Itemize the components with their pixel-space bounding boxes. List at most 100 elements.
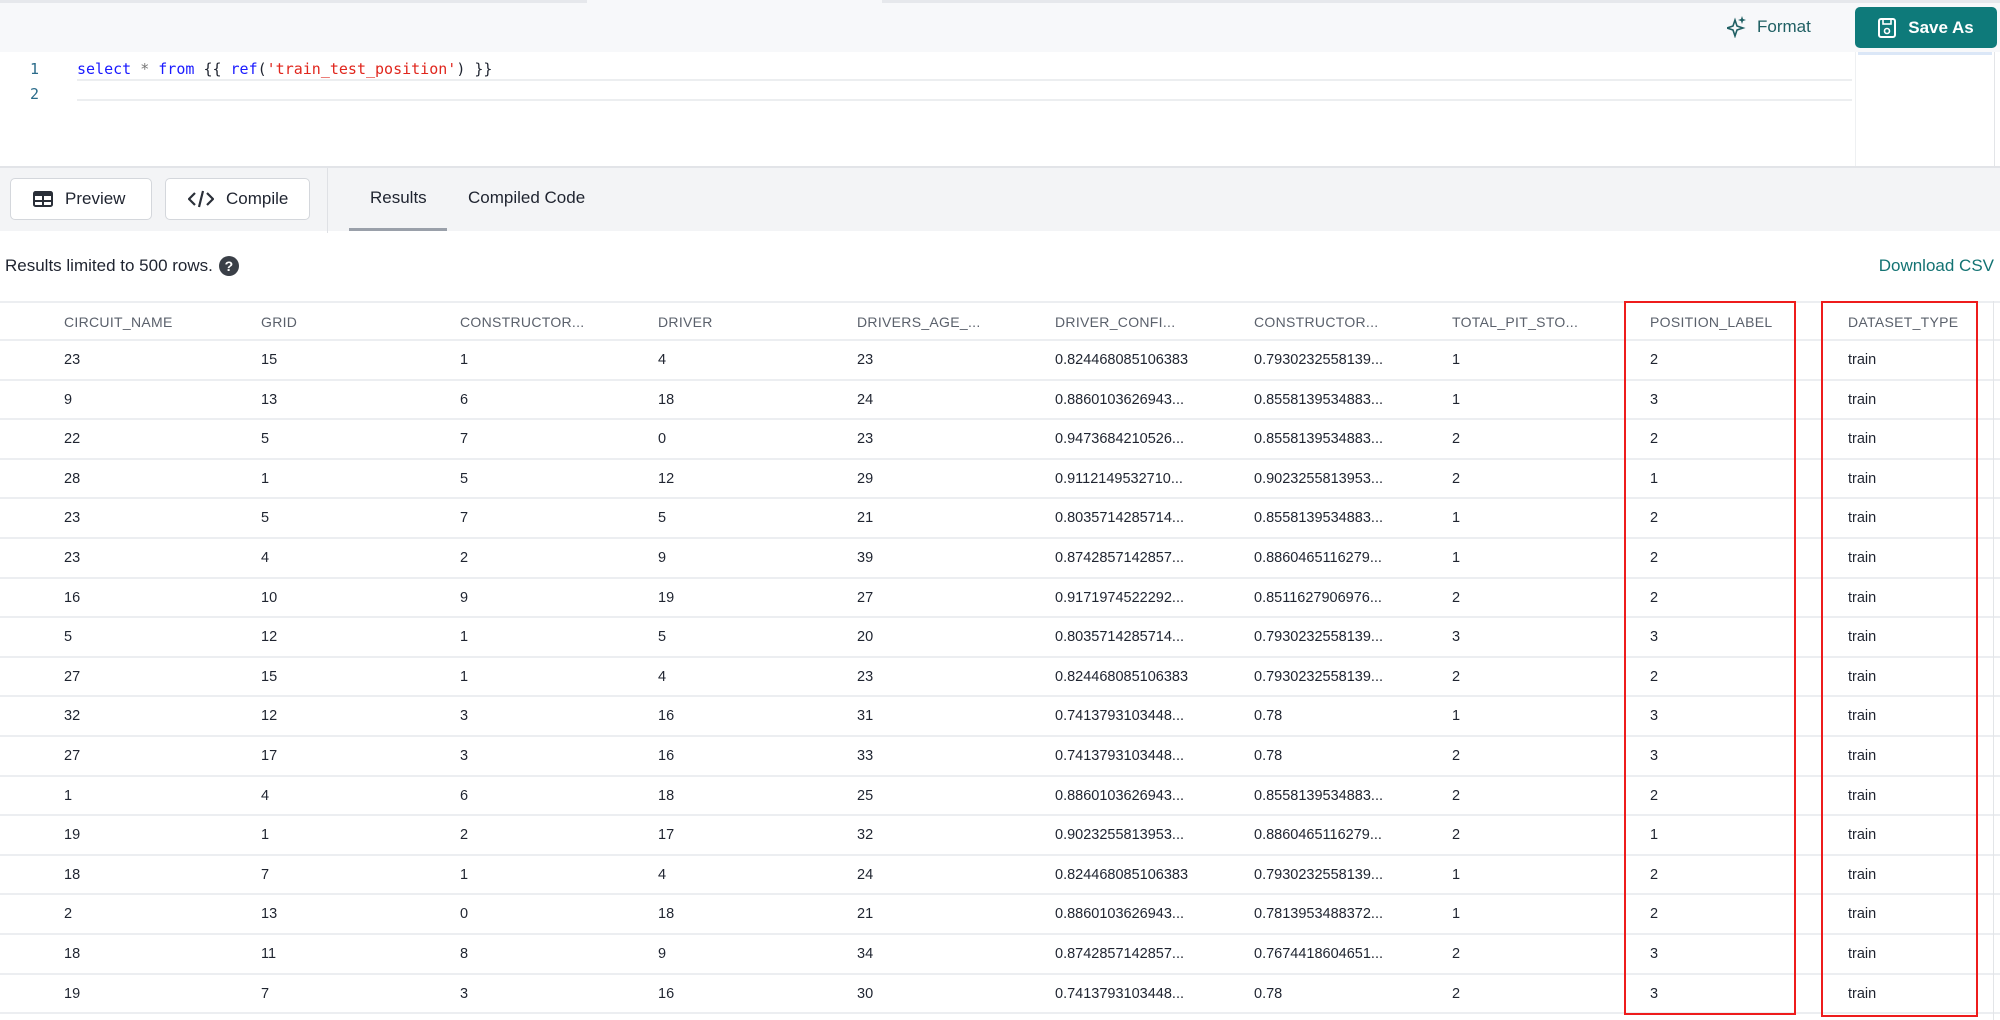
tab-results[interactable]: Results <box>370 188 427 207</box>
format-button[interactable]: Format <box>1727 12 1811 42</box>
table-cell: 7 <box>261 985 270 1002</box>
column-header[interactable]: DRIVER <box>658 314 713 330</box>
model-name-string: 'train_test_position' <box>266 60 457 78</box>
column-header[interactable]: POSITION_LABEL <box>1650 314 1773 330</box>
table-cell: 0.78 <box>1254 985 1283 1002</box>
table-cell: 4 <box>658 866 667 883</box>
code-line-1[interactable]: select * from {{ ref('train_test_positio… <box>77 60 492 78</box>
compile-button[interactable]: Compile <box>165 178 310 220</box>
table-row[interactable]: 23 4 2 9 39 0.8742857142857... 0.8860465116279… <box>0 539 2000 579</box>
table-cell: 18 <box>658 391 675 408</box>
table-cell: 4 <box>261 549 270 566</box>
table-cell: 5 <box>64 629 73 646</box>
table-cell: 15 <box>261 668 278 685</box>
column-header[interactable]: DRIVERS_AGE_... <box>857 314 981 330</box>
table-cell: 0.8511627906976... <box>1254 589 1382 606</box>
table-cell: 25 <box>857 787 874 804</box>
table-row[interactable]: 27 15 1 4 23 0.824468085106383 0.7930232558139… <box>0 658 2000 698</box>
column-header[interactable]: DATASET_TYPE <box>1848 314 1959 330</box>
editor-minimap[interactable] <box>1855 52 1995 166</box>
column-header[interactable]: GRID <box>261 314 298 330</box>
table-row[interactable]: 19 1 2 17 32 0.9023255813953... 0.886046511627… <box>0 816 2000 856</box>
table-cell: 2 <box>1452 668 1461 685</box>
table-cell: 9 <box>658 549 667 566</box>
code-line-2-current[interactable] <box>77 79 1852 101</box>
table-cell: 0.9473684210526... <box>1055 431 1185 448</box>
table-cell: 0.78 <box>1254 747 1283 764</box>
table-cell: 24 <box>857 866 874 883</box>
table-row[interactable]: 18 11 8 9 34 0.8742857142857... 0.767441860465… <box>0 935 2000 975</box>
keyword-from: from <box>158 60 195 78</box>
table-cell: train <box>1848 787 1877 804</box>
table-row[interactable]: 28 1 5 12 29 0.9112149532710... 0.902325581395… <box>0 460 2000 500</box>
active-file-tab[interactable] <box>587 0 882 3</box>
table-row[interactable]: 23 15 1 4 23 0.824468085106383 0.7930232558139… <box>0 341 2000 381</box>
table-row[interactable]: 32 12 3 16 31 0.7413793103448... 0.78 1 3 train <box>0 697 2000 737</box>
table-cell: train <box>1848 549 1877 566</box>
table-cell: 15 <box>261 352 278 368</box>
table-row[interactable]: 18 7 1 4 24 0.824468085106383 0.7930232558139.… <box>0 856 2000 896</box>
table-row[interactable]: 19 7 3 16 30 0.7413793103448... 0.78 2 3 train <box>0 975 2000 1015</box>
table-row[interactable]: 22 5 7 0 23 0.9473684210526... 0.8558139534883… <box>0 420 2000 460</box>
table-cell: 1 <box>1452 906 1461 923</box>
table-cell: 0.8860465116279... <box>1254 549 1382 566</box>
line-number: 2 <box>30 85 40 103</box>
table-cell: 2 <box>1650 510 1659 527</box>
table-cell: 0.8035714285714... <box>1055 629 1185 646</box>
code-icon <box>188 190 214 208</box>
tab-compiled-code[interactable]: Compiled Code <box>468 188 586 207</box>
table-cell: train <box>1848 589 1877 606</box>
table-row[interactable]: 23 5 7 5 21 0.8035714285714... 0.8558139534883… <box>0 499 2000 539</box>
table-cell: 20 <box>857 629 874 646</box>
editor-scrollbar[interactable] <box>1994 52 2000 166</box>
table-row[interactable]: 2 13 0 18 21 0.8860103626943... 0.781395348837… <box>0 895 2000 935</box>
column-header[interactable]: CONSTRUCTOR... <box>460 314 585 330</box>
table-cell: 0.824468085106383 <box>1055 352 1189 368</box>
table-cell: train <box>1848 629 1877 646</box>
table-cell: 0.9023255813953... <box>1055 827 1185 844</box>
table-row[interactable]: 5 12 1 5 20 0.8035714285714... 0.7930232558139… <box>0 618 2000 658</box>
download-csv-link[interactable]: Download CSV <box>1878 256 1994 275</box>
table-cell: 0.7930232558139... <box>1254 866 1384 883</box>
line-number: 1 <box>30 60 40 78</box>
table-cell: 1 <box>261 827 270 844</box>
preview-label: Preview <box>65 189 126 208</box>
ref-function: ref <box>230 60 258 78</box>
save-as-label: Save As <box>1908 17 1974 37</box>
column-header[interactable]: DRIVER_CONFI... <box>1055 314 1176 330</box>
table-cell: 2 <box>1650 866 1659 883</box>
table-cell: 2 <box>1452 985 1461 1002</box>
sql-editor[interactable]: 1 2 select * from {{ ref('train_test_pos… <box>0 52 2000 166</box>
table-cell: 1 <box>460 352 469 368</box>
column-header[interactable]: CIRCUIT_NAME <box>64 314 173 330</box>
table-cell: 13 <box>261 906 278 923</box>
table-row[interactable]: 1 4 6 18 25 0.8860103626943... 0.8558139534883… <box>0 777 2000 817</box>
table-cell: 7 <box>261 866 270 883</box>
table-cell: 16 <box>658 747 675 764</box>
table-cell: 1 <box>1452 510 1461 527</box>
table-cell: 27 <box>857 589 874 606</box>
results-limit-text: Results limited to 500 rows. <box>5 256 213 275</box>
table-cell: 24 <box>857 391 874 408</box>
table-cell: 1 <box>1452 866 1461 883</box>
save-as-button[interactable]: Save As <box>1855 7 1997 48</box>
table-scrollbar[interactable] <box>1993 301 1994 1020</box>
table-row[interactable]: 9 13 6 18 24 0.8860103626943... 0.855813953488… <box>0 381 2000 421</box>
column-header[interactable]: CONSTRUCTOR... <box>1254 314 1379 330</box>
preview-button[interactable]: Preview <box>10 178 152 220</box>
table-cell: 16 <box>658 985 675 1002</box>
table-cell: 1 <box>1650 470 1659 487</box>
table-cell: 3 <box>1650 629 1659 646</box>
table-cell: 0.7930232558139... <box>1254 352 1384 368</box>
help-icon[interactable]: ? <box>218 256 239 276</box>
table-cell: train <box>1848 470 1877 487</box>
table-cell: 1 <box>261 470 270 487</box>
table-row[interactable]: 16 10 9 19 27 0.9171974522292... 0.85116279069… <box>0 579 2000 619</box>
table-cell: 23 <box>857 352 874 368</box>
table-cell: 1 <box>1452 708 1461 725</box>
table-cell: 10 <box>261 589 278 606</box>
table-row[interactable]: 27 17 3 16 33 0.7413793103448... 0.78 2 3 train <box>0 737 2000 777</box>
table-cell: 23 <box>64 510 81 527</box>
column-header[interactable]: TOTAL_PIT_STO... <box>1452 314 1579 330</box>
table-cell: 23 <box>64 352 81 368</box>
